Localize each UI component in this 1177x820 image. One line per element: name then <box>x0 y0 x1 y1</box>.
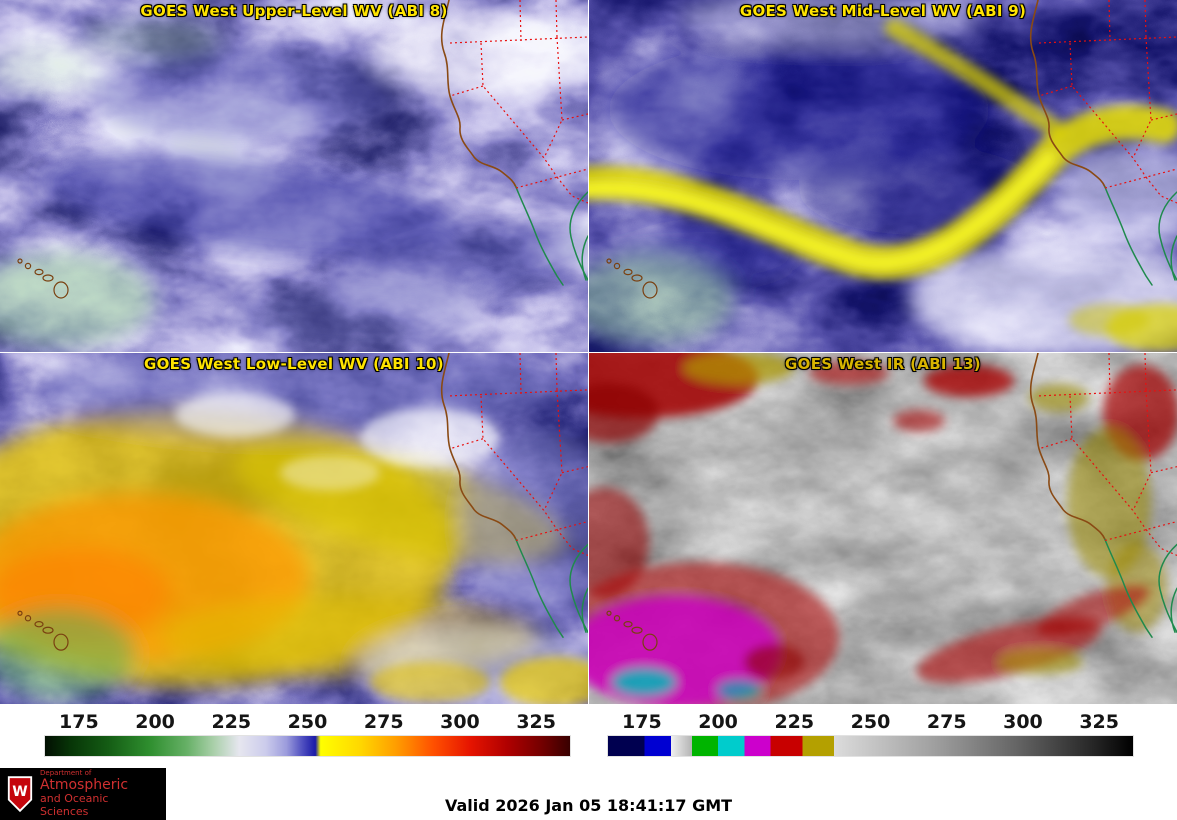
logo-text: Department of Atmospheric and Oceanic Sc… <box>40 769 160 818</box>
tick-label: 275 <box>926 711 967 733</box>
tick-label: 200 <box>698 711 738 733</box>
tick-label: 225 <box>774 711 815 733</box>
logo-line1: Atmospheric <box>40 777 129 794</box>
logo-dept-label: Department of <box>40 769 92 778</box>
satellite-image-abi9 <box>589 0 1177 352</box>
moisture-features <box>0 15 588 350</box>
satellite-image-abi13 <box>589 353 1177 704</box>
tick-label: 325 <box>1079 711 1119 733</box>
ir-colorbar <box>607 735 1134 757</box>
tick-label: 175 <box>622 711 662 733</box>
ir-tick-labels: 175 200 225 250 275 300 325 <box>608 708 1133 736</box>
colorbar-legend-row: 175 200 225 250 275 300 325 175 200 225 … <box>44 708 1177 757</box>
panel-abi9: GOES West Mid-Level WV (ABI 9) <box>589 0 1177 352</box>
ir-colorbar-legend: 175 200 225 250 275 300 325 <box>607 708 1134 757</box>
wv-tick-labels: 175 200 225 250 275 300 325 <box>45 708 570 736</box>
footer: W Department of Atmospheric and Oceanic … <box>0 764 1177 820</box>
tick-label: 300 <box>440 711 480 733</box>
ir-enhancement-features <box>589 353 1177 704</box>
wv-colorbar <box>44 735 571 757</box>
uw-crest-icon: W <box>7 776 33 813</box>
moisture-features <box>0 353 588 704</box>
logo-line2: and Oceanic Sciences <box>40 792 109 819</box>
cloud-highlights <box>175 392 588 704</box>
tick-label: 275 <box>363 711 404 733</box>
tick-label: 300 <box>1003 711 1043 733</box>
tick-label: 250 <box>850 711 891 733</box>
tick-label: 175 <box>59 711 99 733</box>
uw-aos-logo: W Department of Atmospheric and Oceanic … <box>0 768 166 820</box>
satellite-image-abi10 <box>0 353 588 704</box>
wv-colorbar-legend: 175 200 225 250 275 300 325 <box>44 708 571 757</box>
panel-abi10: GOES West Low-Level WV (ABI 10) <box>0 353 588 704</box>
tick-label: 200 <box>135 711 175 733</box>
svg-text:W: W <box>12 784 27 800</box>
satellite-panel-grid: GOES West Upper-Level WV (ABI 8) <box>0 0 1177 704</box>
valid-timestamp: Valid 2026 Jan 05 18:41:17 GMT <box>444 796 733 815</box>
tick-label: 250 <box>287 711 328 733</box>
tick-label: 325 <box>516 711 556 733</box>
panel-abi13: GOES West IR (ABI 13) <box>589 353 1177 704</box>
dry-air-yellow-bands <box>589 19 1177 352</box>
panel-abi8: GOES West Upper-Level WV (ABI 8) <box>0 0 588 352</box>
satellite-image-abi8 <box>0 0 588 352</box>
tick-label: 225 <box>211 711 252 733</box>
